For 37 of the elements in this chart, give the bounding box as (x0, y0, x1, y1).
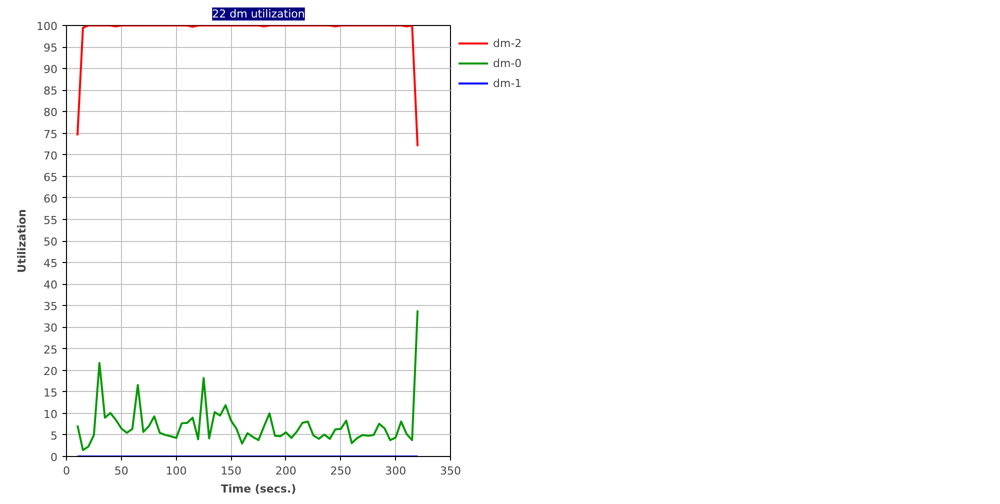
y-tick-label: 20 (44, 364, 58, 378)
x-tick-label: 100 (166, 464, 187, 478)
x-tick-label: 150 (220, 464, 242, 478)
y-tick-label: 65 (44, 170, 58, 184)
y-tick-label: 60 (44, 192, 58, 206)
y-tick-label: 100 (36, 20, 58, 33)
x-tick-label: 350 (440, 464, 461, 478)
y-tick-label: 80 (44, 106, 58, 120)
x-tick-label: 0 (63, 464, 70, 478)
y-tick-label: 0 (50, 451, 58, 464)
y-tick-label: 50 (44, 236, 58, 248)
x-tick-label: 250 (330, 464, 352, 478)
y-tick-label: 10 (44, 408, 58, 421)
legend-label: dm-2 (493, 36, 522, 50)
y-tick-label: 55 (44, 214, 58, 227)
y-tick-label: 70 (44, 149, 58, 162)
y-tick-label: 35 (44, 300, 58, 314)
x-tick-label: 300 (385, 464, 406, 478)
x-tick-label: 200 (275, 464, 296, 478)
legend-label: dm-1 (493, 76, 522, 90)
x-tick-label: 50 (114, 464, 128, 478)
y-tick-label: 95 (44, 42, 58, 55)
y-tick-label: 15 (44, 386, 58, 400)
line-series (76, 26, 419, 148)
y-tick-label: 5 (50, 429, 58, 442)
chart-title: 22 dm utilization (212, 8, 305, 20)
x-axis-title: Time (secs.) (220, 482, 296, 496)
y-tick-label: 45 (44, 257, 58, 270)
y-axis-title: Utilization (16, 209, 29, 273)
line-series (76, 309, 419, 452)
legend-label: dm-0 (493, 56, 522, 70)
y-tick-label: 75 (44, 128, 58, 141)
y-tick-label: 85 (44, 84, 58, 98)
y-tick-label: 30 (44, 322, 58, 335)
y-tick-label: 25 (44, 343, 58, 356)
y-tick-label: 40 (44, 278, 58, 292)
y-tick-label: 90 (44, 63, 58, 76)
